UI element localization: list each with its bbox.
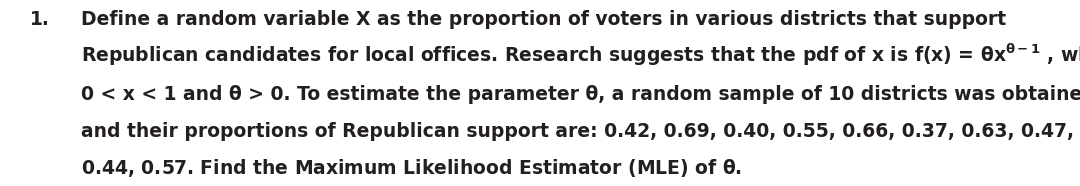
Text: 0.44, 0.57. Find the Maximum Likelihood Estimator (MLE) of $\mathbf{\theta}$.: 0.44, 0.57. Find the Maximum Likelihood …: [81, 157, 742, 179]
Text: 0 < x < 1 and θ > 0. To estimate the parameter θ, a random sample of 10 district: 0 < x < 1 and θ > 0. To estimate the par…: [81, 84, 1080, 104]
Text: and their proportions of Republican support are: 0.42, 0.69, 0.40, 0.55, 0.66, 0: and their proportions of Republican supp…: [81, 122, 1074, 141]
Text: Republican candidates for local offices. Research suggests that the pdf of x is : Republican candidates for local offices.…: [81, 42, 1080, 68]
Text: 1.: 1.: [30, 10, 50, 29]
Text: Define a random variable X as the proportion of voters in various districts that: Define a random variable X as the propor…: [81, 10, 1007, 29]
